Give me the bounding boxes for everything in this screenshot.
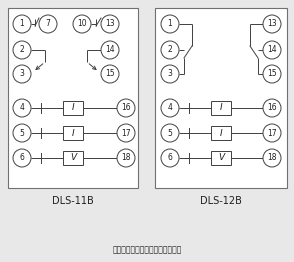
- Circle shape: [161, 15, 179, 33]
- Circle shape: [263, 124, 281, 142]
- Text: V: V: [218, 154, 224, 162]
- Circle shape: [117, 124, 135, 142]
- Circle shape: [101, 15, 119, 33]
- Bar: [211, 101, 231, 115]
- Text: 2: 2: [168, 46, 172, 54]
- Bar: [211, 126, 231, 140]
- Circle shape: [263, 65, 281, 83]
- Circle shape: [161, 41, 179, 59]
- Text: 13: 13: [267, 19, 277, 29]
- Circle shape: [161, 99, 179, 117]
- Text: 17: 17: [121, 128, 131, 138]
- Text: 17: 17: [267, 128, 277, 138]
- Text: 4: 4: [20, 103, 24, 112]
- Text: 15: 15: [105, 69, 115, 79]
- Text: 5: 5: [20, 128, 24, 138]
- Bar: [211, 151, 231, 165]
- Text: 1: 1: [168, 19, 172, 29]
- Circle shape: [73, 15, 91, 33]
- Text: 18: 18: [267, 154, 277, 162]
- Text: 18: 18: [121, 154, 131, 162]
- Bar: [63, 151, 83, 165]
- Text: DLS-12B: DLS-12B: [200, 196, 242, 206]
- Text: 16: 16: [267, 103, 277, 112]
- Circle shape: [13, 65, 31, 83]
- Text: 1: 1: [20, 19, 24, 29]
- Circle shape: [101, 65, 119, 83]
- Text: 3: 3: [20, 69, 24, 79]
- Circle shape: [39, 15, 57, 33]
- Bar: [63, 101, 83, 115]
- Text: 15: 15: [267, 69, 277, 79]
- Circle shape: [161, 124, 179, 142]
- Text: I: I: [72, 103, 74, 112]
- Text: I: I: [72, 128, 74, 138]
- Circle shape: [13, 149, 31, 167]
- Text: 6: 6: [20, 154, 24, 162]
- Text: 3: 3: [168, 69, 173, 79]
- Circle shape: [13, 124, 31, 142]
- Circle shape: [117, 149, 135, 167]
- Text: 13: 13: [105, 19, 115, 29]
- Text: 10: 10: [77, 19, 87, 29]
- Circle shape: [13, 99, 31, 117]
- Text: 5: 5: [168, 128, 173, 138]
- Text: V: V: [70, 154, 76, 162]
- Bar: [155, 8, 287, 188]
- Text: 7: 7: [46, 19, 51, 29]
- Text: 2: 2: [20, 46, 24, 54]
- Circle shape: [263, 149, 281, 167]
- Circle shape: [117, 99, 135, 117]
- Circle shape: [101, 41, 119, 59]
- Text: 14: 14: [105, 46, 115, 54]
- Circle shape: [161, 149, 179, 167]
- Circle shape: [263, 41, 281, 59]
- Text: I: I: [220, 103, 222, 112]
- Text: 6: 6: [168, 154, 173, 162]
- Bar: [8, 8, 138, 188]
- Circle shape: [13, 41, 31, 59]
- Circle shape: [263, 15, 281, 33]
- Circle shape: [161, 65, 179, 83]
- Text: DLS-11B: DLS-11B: [52, 196, 94, 206]
- Bar: [63, 126, 83, 140]
- Text: 14: 14: [267, 46, 277, 54]
- Circle shape: [13, 15, 31, 33]
- Text: 16: 16: [121, 103, 131, 112]
- Text: 4: 4: [168, 103, 173, 112]
- Text: I: I: [220, 128, 222, 138]
- Circle shape: [263, 99, 281, 117]
- Text: 注：触点处在跳闸位置时的接线图: 注：触点处在跳闸位置时的接线图: [112, 245, 182, 254]
